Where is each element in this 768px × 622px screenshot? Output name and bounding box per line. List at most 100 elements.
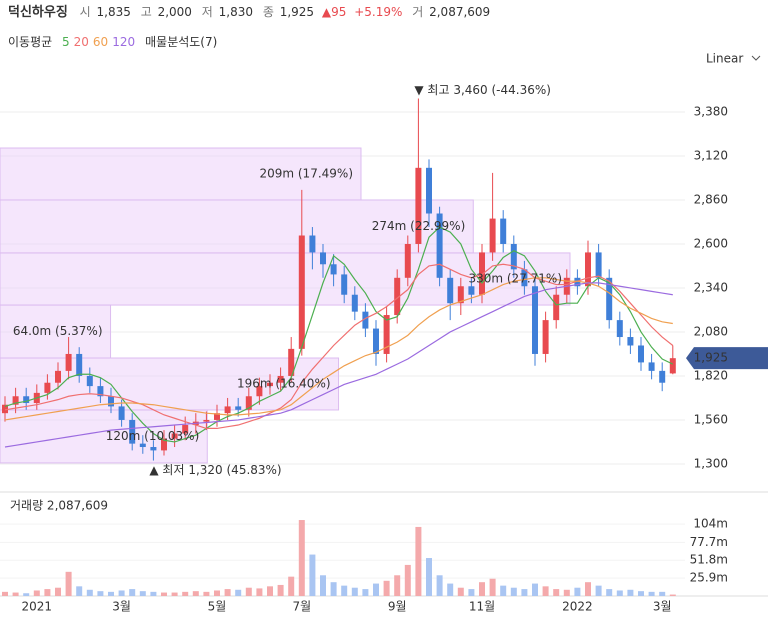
x-tick-label: 3월: [653, 600, 672, 614]
volume-bar: [245, 587, 252, 596]
x-tick-label: 5월: [208, 600, 227, 614]
volume-bar: [627, 589, 634, 596]
candle-body: [489, 218, 496, 253]
candle-body: [500, 218, 507, 244]
volume-bar: [320, 575, 326, 596]
profile-label: 64.0m (5.37%): [13, 324, 103, 338]
volume-tick-label: 25.9m: [690, 571, 728, 585]
candle-body: [447, 277, 454, 304]
candle-body: [330, 264, 337, 275]
candle-body: [129, 419, 136, 444]
volume-bar: [553, 589, 560, 596]
candle-body: [55, 370, 61, 383]
x-tick-label: 2021: [22, 600, 53, 614]
volume-bar: [129, 589, 136, 596]
candle-body: [574, 277, 581, 287]
volume-bar: [669, 594, 676, 596]
candle-body: [298, 235, 305, 349]
ma-line: [4, 277, 673, 421]
ma-legend: 5: [62, 35, 70, 49]
candle-body: [351, 294, 358, 312]
volume-tick-label: 77.7m: [690, 535, 728, 549]
candle-body: [224, 406, 231, 414]
candle-body: [341, 274, 348, 295]
volume-bar: [118, 590, 125, 596]
volume-bar: [447, 583, 454, 596]
volume-bar: [383, 580, 390, 596]
volume-bar: [468, 589, 475, 596]
volume-bar: [616, 590, 623, 596]
volume-bar: [510, 587, 517, 596]
candle-body: [542, 320, 549, 354]
label: 종: [263, 5, 274, 19]
volume-bar: [394, 575, 401, 596]
candle-body: [669, 358, 676, 374]
candle-body: [23, 396, 30, 404]
candle-body: [235, 406, 242, 410]
volume-bar: [373, 583, 379, 596]
candle-body: [256, 386, 263, 397]
candle-body: [86, 375, 93, 387]
change-pct: +5.19%: [354, 5, 402, 19]
ma-label[interactable]: 이동평균: [8, 35, 52, 49]
volume-bar: [76, 586, 83, 596]
x-tick-label: 7월: [292, 600, 311, 614]
y-tick-label: 3,120: [694, 148, 728, 162]
x-tick-label: 11월: [469, 600, 495, 614]
profile-bar: [0, 147, 362, 201]
candle-body: [479, 252, 485, 295]
candle-body: [521, 269, 528, 287]
candle-body: [394, 277, 401, 316]
x-tick-label: 2022: [562, 600, 593, 614]
y-tick-label: 2,600: [694, 236, 728, 250]
ma-line: [4, 226, 674, 443]
volume-bar: [139, 591, 146, 596]
y-tick-label: 2,080: [694, 324, 728, 338]
extreme-annotation: ▲ 최저 1,320 (45.83%): [149, 463, 281, 477]
value: 2,087,609: [429, 5, 490, 19]
chevron[interactable]: [751, 55, 761, 61]
candle-body: [606, 277, 613, 321]
candle-body: [171, 433, 178, 439]
value: 1,835: [97, 5, 131, 19]
volume-bar: [648, 591, 655, 596]
profile-label: 330m (27.71%): [468, 271, 562, 285]
candle-body: [182, 425, 189, 434]
volume-bar: [108, 591, 114, 596]
volume-bar: [235, 589, 242, 596]
volume-bar: [351, 587, 358, 596]
volume-bar: [12, 592, 19, 596]
ma-line: [4, 263, 674, 430]
candle-body: [76, 353, 83, 376]
volume-bar: [192, 591, 199, 596]
scale-select[interactable]: Linear: [706, 52, 743, 66]
volume-bar: [362, 589, 369, 596]
label: 시: [80, 5, 91, 19]
volume-bar: [298, 520, 305, 596]
volume-bar: [171, 592, 178, 596]
volume-bar: [23, 593, 30, 596]
profile-bar: [0, 199, 474, 254]
candle-body: [161, 438, 167, 451]
volume-bar: [585, 582, 591, 596]
candle-body: [659, 370, 666, 383]
volume-bar: [479, 582, 485, 596]
candle-body: [457, 286, 464, 304]
volume-bar: [277, 584, 284, 596]
candle-body: [2, 404, 8, 414]
candle-body: [203, 419, 210, 422]
candle-body: [468, 286, 475, 295]
last-price-label: 1,925: [694, 351, 728, 365]
label: 거: [412, 5, 423, 19]
volume-bar: [97, 591, 104, 596]
profile-label: 196m (16.40%): [237, 376, 331, 390]
volume-bar: [203, 591, 210, 596]
candle-body: [288, 348, 295, 376]
volume-bar: [214, 590, 220, 596]
volume-bar: [65, 571, 72, 596]
candle-body: [553, 294, 560, 321]
value: 1,830: [219, 5, 253, 19]
y-tick-label: 3,380: [694, 104, 728, 118]
candle-body: [404, 243, 411, 278]
candle-body: [44, 382, 51, 393]
